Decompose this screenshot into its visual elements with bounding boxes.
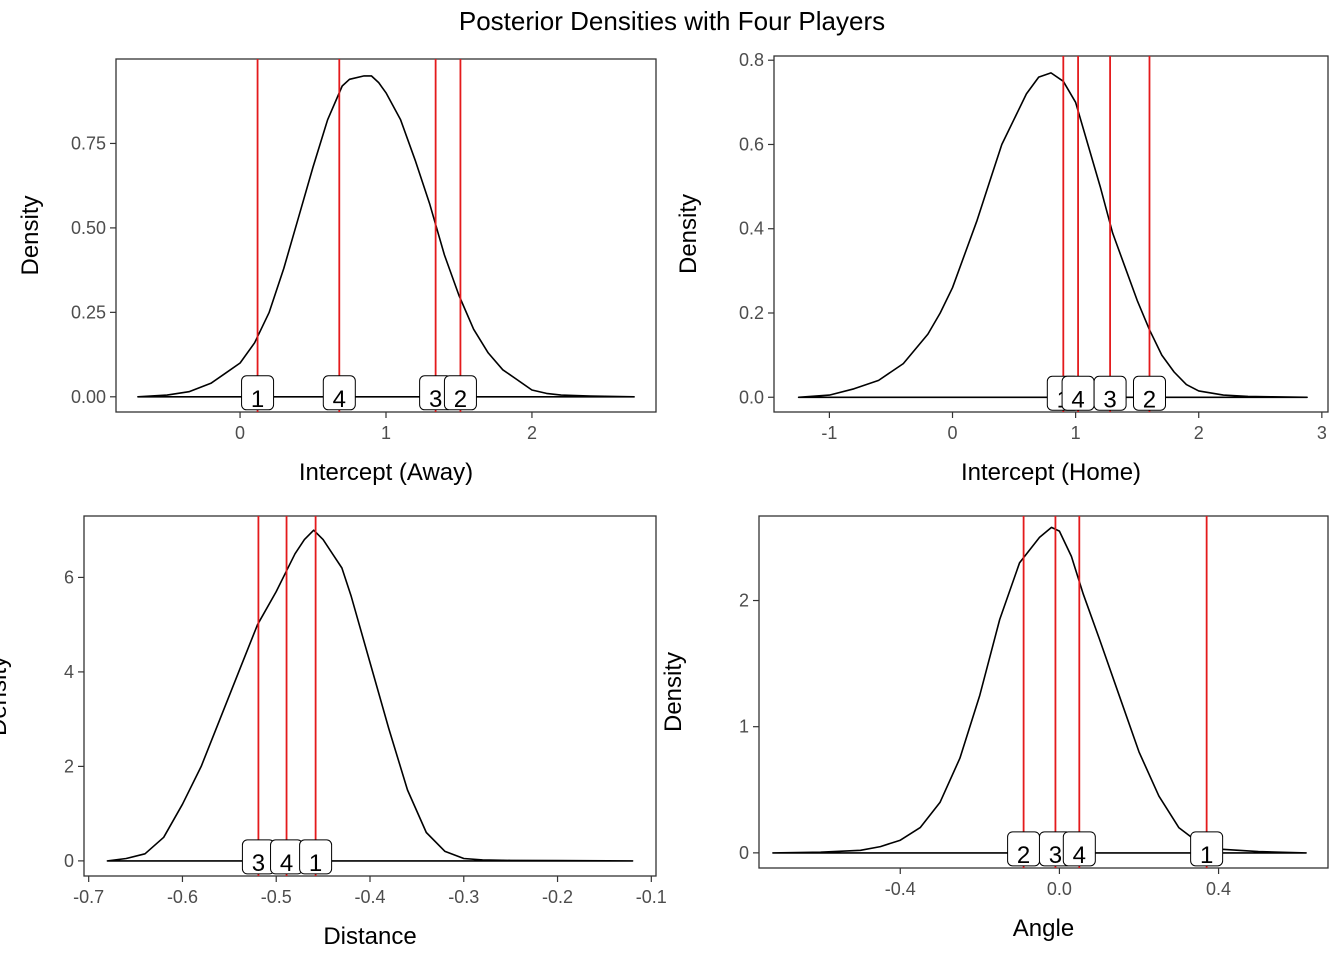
x-tick-label: 1	[1071, 423, 1081, 443]
density-curve	[772, 526, 1307, 854]
x-tick-label: -0.4	[885, 879, 916, 899]
player-label-text: 4	[1071, 386, 1084, 413]
x-tick-label: -1	[821, 423, 837, 443]
player-label-box	[443, 375, 477, 411]
player-label-1: 1	[241, 375, 275, 413]
player-label-box	[1093, 375, 1127, 411]
density-curve	[797, 72, 1308, 399]
player-label-box	[1132, 375, 1166, 411]
player-label-box	[299, 839, 333, 875]
player-label-4: 4	[1061, 375, 1095, 413]
y-tick-label: 2	[64, 756, 74, 776]
x-tick-label: 0	[948, 423, 958, 443]
y-axis-title: Density	[660, 652, 687, 732]
x-tick-label: -0.6	[167, 887, 198, 907]
panel-border	[83, 515, 657, 877]
x-tick-label: -0.2	[542, 887, 573, 907]
x-tick-label: 0.0	[1047, 879, 1072, 899]
x-tick-label: 0	[235, 423, 245, 443]
panel-border	[773, 55, 1329, 413]
player-label-text: 4	[1073, 842, 1086, 869]
y-tick-label: 0.0	[739, 387, 764, 407]
x-tick-label: 2	[527, 423, 537, 443]
player-label-text: 1	[1200, 842, 1213, 869]
player-label-text: 2	[1143, 386, 1156, 413]
player-label-box	[1062, 831, 1096, 867]
x-tick-label: 0.4	[1206, 879, 1231, 899]
y-tick-label: 0.2	[739, 303, 764, 323]
player-label-text: 4	[280, 850, 293, 877]
x-tick-label: 1	[381, 423, 391, 443]
player-label-3: 3	[419, 375, 453, 413]
player-label-box	[1190, 831, 1224, 867]
density-curve	[137, 75, 635, 398]
panel-border	[115, 58, 657, 413]
player-label-box	[322, 375, 356, 411]
x-tick-label: 3	[1317, 423, 1327, 443]
y-tick-label: 4	[64, 662, 74, 682]
player-label-text: 4	[333, 386, 346, 413]
y-tick-label: 0	[739, 843, 749, 863]
player-label-2: 2	[1132, 375, 1166, 413]
y-axis-title: Density	[675, 194, 702, 274]
panel-border	[758, 515, 1329, 869]
player-label-4: 4	[1062, 831, 1096, 869]
x-axis-title: Intercept (Home)	[961, 459, 1141, 486]
player-label-3: 3	[241, 839, 275, 877]
player-label-1: 1	[1190, 831, 1224, 869]
x-tick-label: -0.1	[636, 887, 667, 907]
y-axis-title: Density	[17, 195, 44, 275]
x-axis-title: Angle	[1013, 915, 1074, 942]
y-tick-label: 0	[64, 851, 74, 871]
x-axis-title: Intercept (Away)	[299, 459, 473, 486]
player-label-2: 2	[1007, 831, 1041, 869]
y-tick-label: 0.00	[71, 387, 106, 407]
player-label-4: 4	[270, 839, 304, 877]
x-tick-label: -0.3	[448, 887, 479, 907]
y-tick-label: 0.50	[71, 218, 106, 238]
player-label-text: 1	[309, 850, 322, 877]
x-axis-title: Distance	[323, 923, 416, 950]
player-label-box	[241, 375, 275, 411]
page-title: Posterior Densities with Four Players	[458, 6, 886, 36]
y-tick-label: 2	[739, 591, 749, 611]
y-tick-label: 0.75	[71, 133, 106, 153]
y-tick-label: 0.6	[739, 134, 764, 154]
x-tick-label: 2	[1194, 423, 1204, 443]
chart-panel-3: -0.7 -0.6 -0.5 -0.4 -0.3 -0.2 -0.1 0 2 4 6 Distance…	[0, 515, 667, 950]
y-tick-label: 0.8	[739, 50, 764, 70]
y-tick-label: 0.4	[739, 219, 764, 239]
player-label-text: 3	[1049, 842, 1062, 869]
y-tick-label: 6	[64, 567, 74, 587]
y-tick-label: 0.25	[71, 302, 106, 322]
x-tick-label: -0.7	[73, 887, 104, 907]
player-label-text: 2	[1017, 842, 1030, 869]
player-label-text: 3	[252, 850, 265, 877]
player-label-text: 3	[1103, 386, 1116, 413]
player-label-text: 3	[429, 386, 442, 413]
x-tick-label: -0.4	[354, 887, 385, 907]
player-label-text: 2	[454, 386, 467, 413]
player-label-text: 1	[251, 386, 264, 413]
y-tick-label: 1	[739, 717, 749, 737]
player-label-1: 1	[299, 839, 333, 877]
player-label-2: 2	[443, 375, 477, 413]
player-label-3: 3	[1093, 375, 1127, 413]
x-tick-label: -0.5	[261, 887, 292, 907]
player-label-4: 4	[322, 375, 356, 413]
density-curve	[106, 529, 634, 862]
y-axis-title: Density	[0, 656, 12, 736]
